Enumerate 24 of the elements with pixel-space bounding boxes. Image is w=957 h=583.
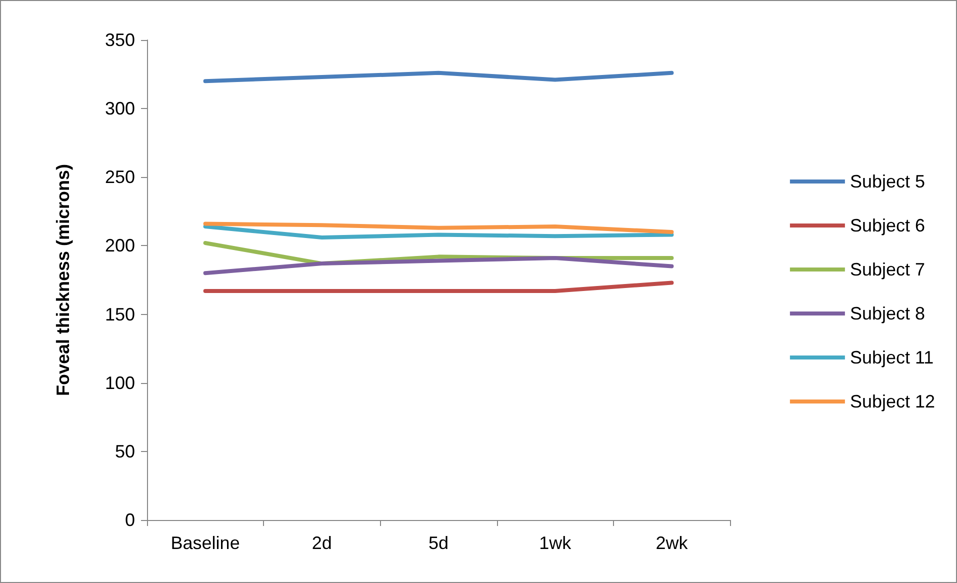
legend-label: Subject 12 (850, 392, 935, 412)
y-tick-label: 50 (114, 441, 135, 462)
y-tick-label: 150 (104, 304, 135, 324)
legend-label: Subject 7 (850, 260, 925, 280)
x-tick-label: 2wk (656, 533, 689, 553)
line-series (203, 70, 674, 84)
x-tick-label: 1wk (539, 533, 572, 553)
line-series (203, 222, 674, 234)
x-tick-label: 2d (312, 533, 332, 553)
y-tick-label: 350 (104, 30, 135, 50)
y-axis-title: Foveal thickness (microns) (53, 164, 73, 396)
x-tick-label: Baseline (170, 533, 240, 553)
y-tick-label: 300 (104, 98, 135, 119)
line-series (203, 256, 674, 276)
y-tick-label: 100 (104, 372, 135, 393)
legend-label: Subject 8 (850, 304, 925, 324)
legend-label: Subject 11 (850, 348, 934, 368)
legend-label: Subject 6 (850, 216, 925, 236)
x-tick-label: 5d (428, 533, 449, 553)
y-tick-label: 250 (104, 167, 135, 188)
line-series (203, 224, 674, 240)
y-tick-label: 200 (104, 236, 135, 256)
y-tick-label: 0 (124, 510, 135, 530)
legend-label: Subject 5 (850, 172, 925, 192)
